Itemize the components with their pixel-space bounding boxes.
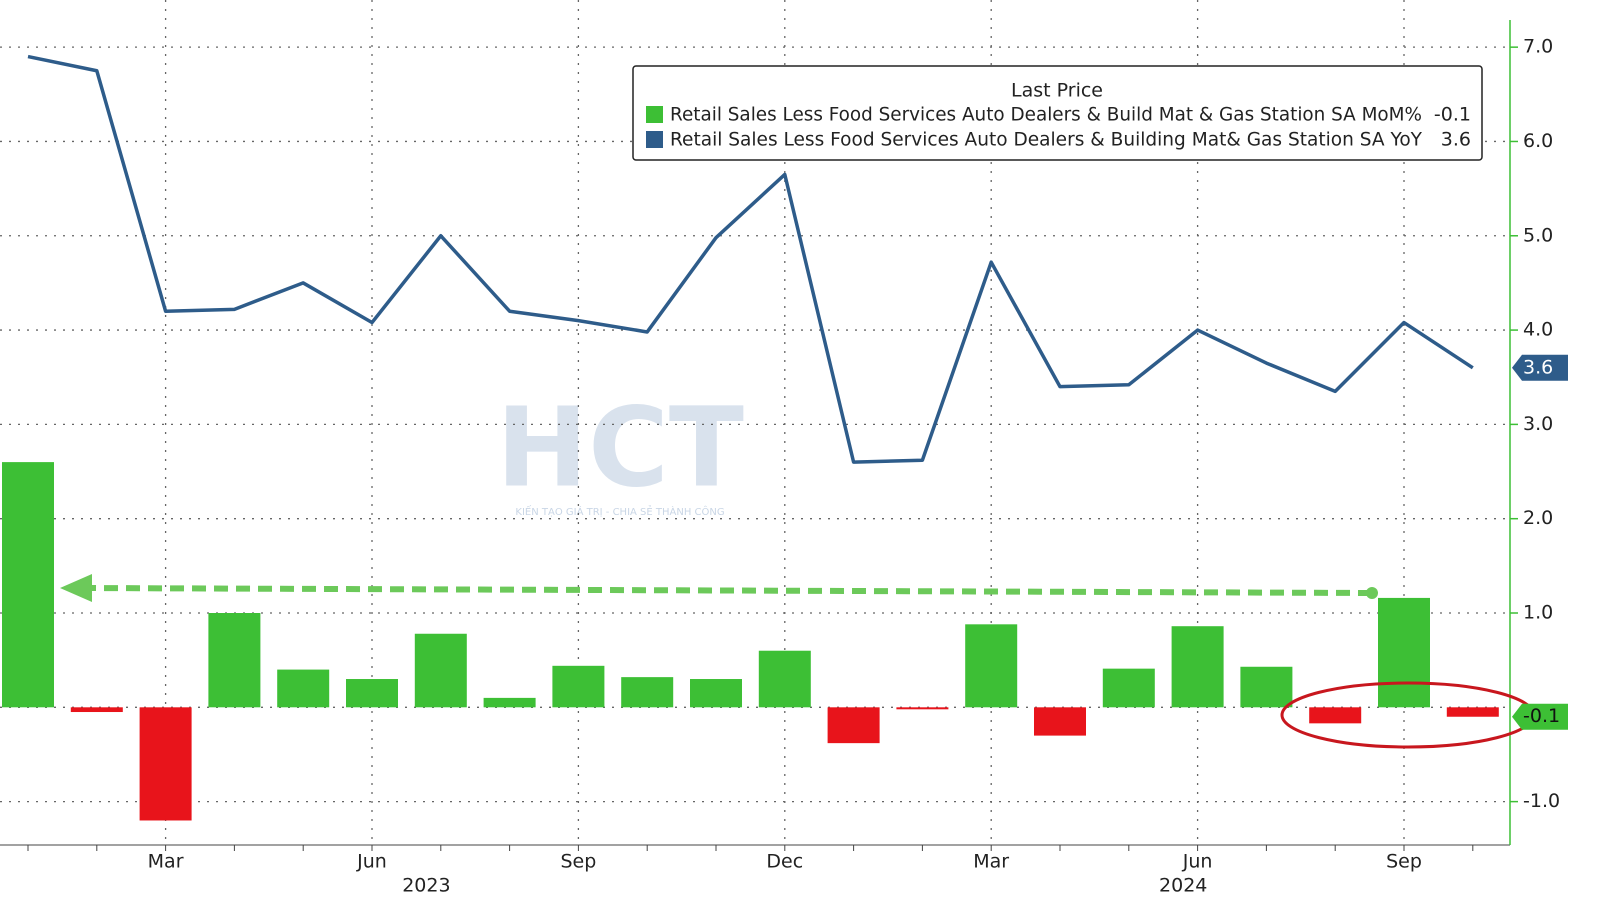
bar [346,679,398,708]
y-tick-label: 6.0 [1523,130,1553,152]
x-tick-label: Sep [560,851,596,873]
last-value-badge [1512,703,1568,730]
bar [70,707,123,713]
y-tick-label: 7.0 [1523,36,1553,58]
bar [2,462,54,708]
legend-value: -0.1 [1434,104,1471,126]
bar [1102,668,1155,708]
legend-label: Retail Sales Less Food Services Auto Dea… [670,129,1422,151]
x-tick-label: Mar [973,851,1009,873]
bar [414,633,467,708]
line [27,54,1474,464]
watermark-tagline: KIẾN TẠO GIÁ TRỊ - CHIA SẺ THÀNH CÔNG [515,504,724,518]
bar [1171,626,1224,708]
last-value-badge-label: -0.1 [1523,705,1560,727]
annotation-dot [1366,587,1378,599]
last-value-badge-label: 3.6 [1523,356,1553,378]
x-tick-label: Mar [148,851,184,873]
x-tick-label: Jun [1182,851,1213,873]
year-label: 2024 [1159,875,1207,897]
legend-box [632,65,1483,161]
bar [139,707,192,821]
legend-swatch [646,106,663,123]
bar [827,707,880,744]
bar [965,624,1018,708]
bar [1309,707,1362,724]
y-tick-label: -1.0 [1523,790,1560,812]
bar [1034,707,1086,736]
y-tick-label: 3.0 [1523,413,1553,435]
x-tick-label: Sep [1386,851,1422,873]
y-tick-label: 4.0 [1523,319,1553,341]
bar [621,677,674,708]
bar [483,697,536,708]
y-tick-label: 2.0 [1523,507,1553,529]
y-tick-label: 5.0 [1523,224,1553,246]
legend-label: Retail Sales Less Food Services Auto Dea… [670,104,1422,126]
year-label: 2023 [402,875,450,897]
bar [1240,666,1293,708]
bar [1378,597,1430,708]
bar [1446,707,1499,717]
y-tick-label: 1.0 [1523,602,1553,624]
x-tick-label: Dec [766,851,803,873]
x-tick-label: Jun [356,851,387,873]
bar [277,669,330,708]
annotation-arrowhead [60,574,92,602]
legend-value: 3.6 [1441,129,1471,151]
watermark: HCT [496,383,744,511]
bar [552,665,605,708]
bar [690,679,742,708]
bar [208,613,261,708]
bar [896,707,949,710]
last-value-badge [1512,354,1568,381]
legend-title: Last Price [1011,80,1103,102]
legend-swatch [646,131,663,148]
bar [758,650,811,708]
annotation-arrow [79,585,1373,596]
